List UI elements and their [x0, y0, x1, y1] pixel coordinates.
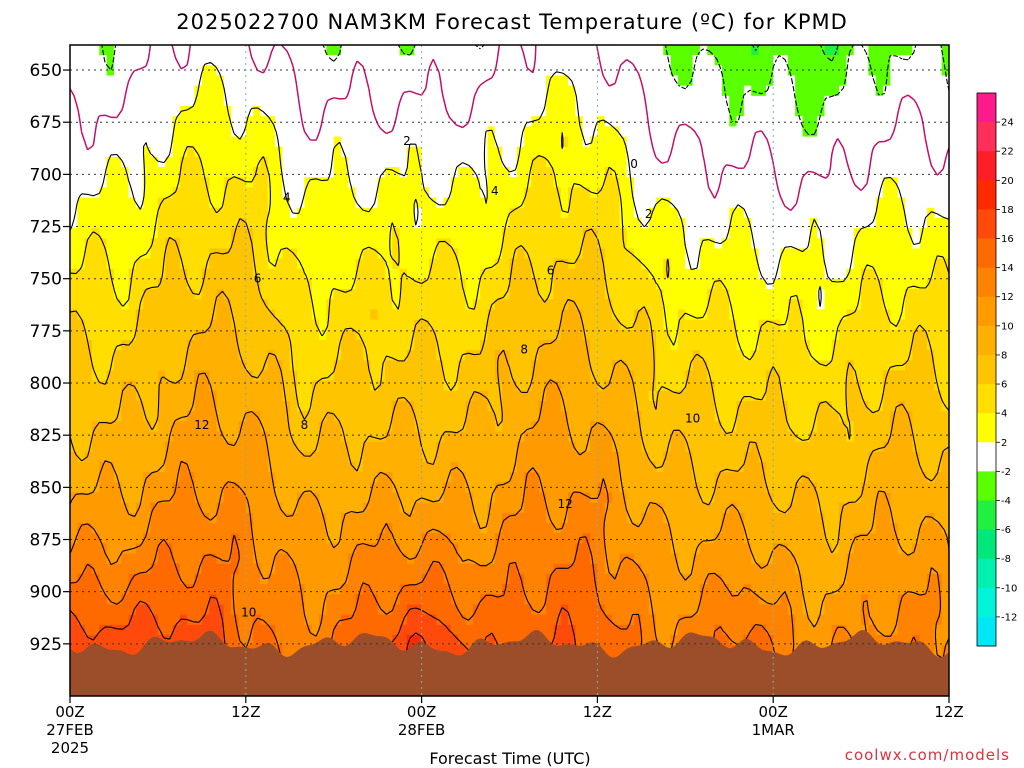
- y-tick-label: 675: [30, 113, 62, 133]
- x-tick-label: 12Z: [583, 703, 612, 721]
- chart-title: 2025022700 NAM3KM Forecast Temperature (…: [176, 10, 848, 34]
- contour-4: [70, 132, 949, 367]
- colorbar-bin: [977, 558, 996, 589]
- colorbar-label: -2: [1001, 467, 1011, 478]
- temperature-contours: [70, 45, 949, 696]
- contour-label: 0: [630, 157, 638, 171]
- colorbar-label: -12: [1001, 612, 1017, 623]
- colorbar: 24 22 20 18 16 14 12 10 8 6 4 2 -2 -4 -6 -8 -10 -12: [976, 92, 1017, 647]
- grid-lines: [70, 45, 949, 696]
- colorbar-bin: [977, 616, 996, 647]
- colorbar-bin: [977, 384, 996, 414]
- colorbar-label: 4: [1001, 409, 1007, 420]
- contour-label: 8: [520, 343, 528, 357]
- colorbar-label: 24: [1001, 118, 1014, 129]
- colorbar-bin: [977, 354, 996, 385]
- watermark: coolwx.com/models: [845, 746, 1010, 764]
- colorbar-bin: [977, 267, 996, 298]
- colorbar-label: -8: [1001, 554, 1011, 565]
- x-tick-date: 1MAR: [752, 721, 795, 739]
- x-tick-label: 12Z: [231, 703, 260, 721]
- contour-2: [70, 61, 949, 307]
- y-tick-label: 650: [30, 61, 62, 81]
- colorbar-bin: [977, 413, 996, 443]
- plot-frame: [69, 44, 950, 697]
- colorbar-label: 16: [1001, 234, 1014, 245]
- contour-label: 12: [558, 497, 573, 511]
- y-tick-label: 850: [30, 478, 62, 498]
- colorbar-label: 20: [1001, 176, 1014, 187]
- plot-area: [70, 45, 949, 696]
- contour-10: [70, 372, 949, 628]
- contour-labels: 2 0 2 4 4 6 6 8 8 10 12 12 10: [194, 134, 700, 620]
- colorbar-label: 14: [1001, 263, 1014, 274]
- colorbar-bin: [977, 209, 996, 240]
- contour-label: 2: [403, 134, 411, 148]
- colorbar-bin: [977, 529, 996, 560]
- colorbar-label: 18: [1001, 205, 1014, 216]
- colorbar-label: -6: [1001, 525, 1011, 536]
- x-tick-label: 00Z: [407, 703, 436, 721]
- y-tick-label: 700: [30, 165, 62, 185]
- colorbar-bin: [977, 238, 996, 269]
- contour-label: 4: [283, 190, 291, 204]
- y-tick-label: 875: [30, 531, 62, 551]
- y-axis: 650 675 700 725 750 775 800 825 850 875 900 925: [30, 61, 70, 655]
- colorbar-bin: [977, 180, 996, 210]
- colorbar-frame: [976, 92, 997, 647]
- x-tick-label: 00Z: [759, 703, 788, 721]
- y-tick-label: 825: [30, 426, 62, 446]
- contour-6: [70, 218, 949, 441]
- colorbar-label: 2: [1001, 438, 1007, 449]
- colorbar-bin: [977, 587, 996, 618]
- terrain-ground: [70, 629, 949, 696]
- colorbar-label: -4: [1001, 496, 1011, 507]
- contour-label: 12: [194, 418, 209, 432]
- colorbar-label: 10: [1001, 321, 1014, 332]
- colorbar-label: 8: [1001, 350, 1007, 361]
- colorbar-bin: [977, 442, 996, 472]
- x-axis-label: Forecast Time (UTC): [429, 749, 590, 768]
- colorbar-label: 22: [1001, 147, 1014, 158]
- colorbar-label: -10: [1001, 583, 1017, 594]
- x-tick-date: 28FEB: [398, 721, 445, 739]
- colorbar-bin: [977, 500, 996, 531]
- contour-label: 2: [645, 207, 653, 221]
- x-tick-year: 2025: [51, 739, 89, 757]
- colorbar-bin: [977, 325, 996, 356]
- y-tick-label: 750: [30, 270, 62, 290]
- contour--4: [752, 45, 839, 62]
- contour-label: 10: [685, 411, 700, 425]
- y-tick-label: 800: [30, 374, 62, 394]
- y-tick-label: 925: [30, 635, 62, 655]
- colorbar-label: 12: [1001, 292, 1014, 303]
- contour-8: [70, 290, 949, 554]
- contour-label: 10: [241, 606, 256, 620]
- contour-label: 6: [254, 272, 262, 286]
- contour-label: 6: [547, 263, 555, 277]
- colorbar-bin: [977, 122, 996, 152]
- x-tick-label: 00Z: [55, 703, 84, 721]
- contour--2: [101, 45, 949, 136]
- x-tick-label: 12Z: [934, 703, 963, 721]
- contour-label: 8: [301, 418, 309, 432]
- colorbar-bin: [977, 151, 996, 181]
- y-tick-label: 775: [30, 322, 62, 342]
- contour-0: [70, 45, 949, 212]
- colorbar-bin: [977, 296, 996, 327]
- colorbar-bin: [977, 471, 996, 501]
- y-tick-label: 900: [30, 583, 62, 603]
- colorbar-bin: [977, 93, 996, 123]
- colorbar-label: 6: [1001, 380, 1007, 391]
- y-tick-label: 725: [30, 218, 62, 238]
- x-tick-date: 27FEB: [46, 721, 93, 739]
- contour-label: 4: [491, 184, 499, 198]
